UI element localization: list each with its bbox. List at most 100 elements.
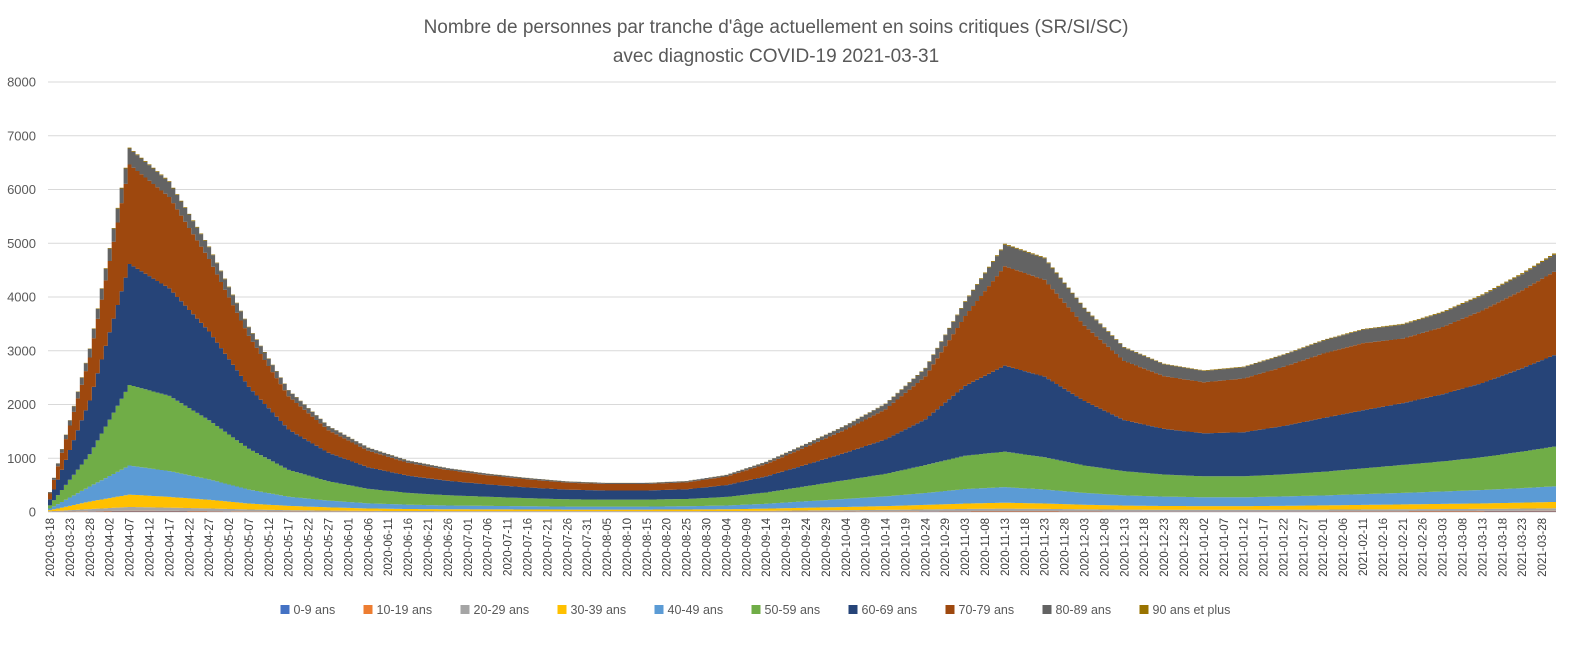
- x-tick-label: 2020-05-17: [284, 518, 296, 577]
- legend-label: 0-9 ans: [294, 603, 336, 617]
- x-axis: 2020-03-18 2020-03-23 2020-03-28 2020-04-02…: [45, 517, 1549, 576]
- x-tick-label: 2020-04-07: [125, 518, 137, 577]
- x-tick-label: 2020-03-28: [85, 518, 97, 577]
- x-tick-label: 2020-09-24: [801, 517, 813, 576]
- legend-swatch: [363, 605, 373, 614]
- x-tick-label: 2020-11-28: [1060, 518, 1072, 576]
- legend-item: 10-19 ans: [363, 603, 432, 617]
- x-tick-label: 2020-10-09: [861, 518, 873, 577]
- legend-label: 80-89 ans: [1056, 603, 1112, 617]
- x-tick-label: 2020-06-01: [343, 518, 355, 577]
- legend-item: 60-69 ans: [848, 603, 918, 617]
- y-tick-label: 3000: [7, 343, 36, 358]
- series-area-0-9-ans: [48, 511, 1556, 512]
- x-tick-label: 2020-06-11: [383, 518, 395, 576]
- x-tick-label: 2021-01-27: [1298, 518, 1310, 577]
- chart-title: Nombre de personnes par tranche d'âge ac…: [424, 17, 1129, 38]
- x-tick-label: 2020-07-11: [503, 518, 515, 576]
- x-tick-label: 2020-08-30: [702, 518, 714, 577]
- x-tick-label: 2020-03-18: [45, 518, 57, 577]
- x-tick-label: 2020-10-24: [920, 517, 932, 576]
- x-tick-label: 2020-07-16: [522, 518, 534, 577]
- series-area-50-59-ans: [48, 384, 1556, 509]
- x-tick-label: 2021-03-18: [1497, 518, 1509, 577]
- x-tick-label: 2021-01-02: [1199, 518, 1211, 577]
- x-tick-label: 2020-07-31: [582, 518, 594, 577]
- series-area-70-79-ans: [48, 164, 1556, 500]
- x-tick-label: 2021-03-08: [1458, 518, 1470, 577]
- x-tick-label: 2021-01-12: [1239, 518, 1251, 577]
- x-tick-label: 2020-08-20: [662, 518, 674, 577]
- x-tick-label: 2020-07-06: [483, 518, 495, 577]
- legend-label: 20-29 ans: [474, 603, 530, 617]
- x-tick-label: 2021-01-07: [1219, 518, 1231, 577]
- series-area-60-69-ans: [48, 264, 1556, 506]
- legend-swatch: [557, 605, 567, 614]
- x-tick-label: 2021-02-01: [1318, 518, 1330, 577]
- legend-label: 90 ans et plus: [1153, 603, 1231, 617]
- x-tick-label: 2020-04-02: [105, 518, 117, 577]
- y-tick-label: 2000: [7, 397, 36, 412]
- legend-item: 90 ans et plus: [1139, 603, 1231, 617]
- legend-label: 60-69 ans: [862, 603, 918, 617]
- plot-area: [48, 147, 1556, 512]
- x-tick-label: 2020-05-22: [304, 518, 316, 577]
- x-tick-label: 2020-09-14: [761, 517, 773, 576]
- x-tick-label: 2021-01-17: [1259, 518, 1271, 577]
- legend-item: 40-49 ans: [654, 603, 724, 617]
- x-tick-label: 2020-11-03: [960, 518, 972, 576]
- x-tick-label: 2020-11-18: [1020, 518, 1032, 576]
- x-tick-label: 2020-11-08: [980, 518, 992, 576]
- legend-item: 80-89 ans: [1042, 603, 1112, 617]
- x-tick-label: 2021-03-13: [1477, 518, 1489, 577]
- x-tick-label: 2020-04-12: [144, 518, 156, 577]
- series-area-30-39-ans: [48, 494, 1556, 512]
- chart-subtitle: avec diagnostic COVID-19 2021-03-31: [613, 46, 939, 67]
- x-tick-label: 2020-12-18: [1139, 518, 1151, 577]
- x-tick-label: 2020-11-23: [1040, 518, 1052, 576]
- y-tick-label: 8000: [7, 75, 36, 90]
- x-tick-label: 2020-06-06: [363, 518, 375, 577]
- legend-swatch: [280, 605, 290, 614]
- x-tick-label: 2020-08-25: [682, 518, 694, 577]
- y-tick-label: 5000: [7, 236, 36, 251]
- series-area-10-19-ans: [48, 510, 1556, 512]
- x-tick-label: 2020-07-01: [463, 518, 475, 577]
- legend-item: 0-9 ans: [280, 603, 336, 617]
- x-tick-label: 2021-02-06: [1338, 518, 1350, 577]
- x-tick-label: 2021-02-21: [1398, 518, 1410, 577]
- series-area-20-29-ans: [48, 506, 1556, 512]
- x-tick-label: 2020-08-05: [602, 518, 614, 577]
- legend-item: 30-39 ans: [557, 603, 626, 617]
- legend-label: 40-49 ans: [668, 603, 724, 617]
- x-tick-label: 2020-05-07: [244, 518, 256, 577]
- x-tick-label: 2020-05-02: [224, 518, 236, 577]
- x-tick-label: 2020-06-21: [423, 518, 435, 577]
- x-tick-label: 2020-12-03: [1080, 518, 1092, 577]
- y-tick-label: 4000: [7, 290, 36, 305]
- x-tick-label: 2020-12-28: [1179, 518, 1191, 577]
- y-tick-label: 0: [29, 505, 36, 520]
- x-tick-label: 2020-09-29: [821, 518, 833, 577]
- legend-swatch: [1139, 605, 1149, 614]
- x-tick-label: 2021-01-22: [1278, 518, 1290, 577]
- x-tick-label: 2020-08-10: [622, 518, 634, 577]
- x-tick-label: 2020-07-21: [542, 518, 554, 577]
- x-tick-label: 2020-06-26: [443, 518, 455, 577]
- y-tick-label: 7000: [7, 128, 36, 143]
- x-tick-label: 2021-03-28: [1537, 518, 1549, 577]
- x-tick-label: 2020-10-19: [900, 518, 912, 577]
- x-tick-label: 2020-10-04: [841, 517, 853, 576]
- y-axis: 0 1000 2000 3000 4000 5000 6000 7000 8000: [7, 75, 36, 520]
- x-tick-label: 2021-02-26: [1418, 518, 1430, 577]
- x-tick-label: 2020-07-26: [562, 518, 574, 577]
- legend-swatch: [751, 605, 761, 614]
- x-tick-label: 2020-12-08: [1099, 518, 1111, 577]
- legend-label: 50-59 ans: [765, 603, 821, 617]
- x-tick-label: 2020-09-19: [781, 518, 793, 577]
- x-tick-label: 2020-12-23: [1159, 518, 1171, 577]
- x-tick-label: 2020-12-13: [1119, 518, 1131, 577]
- x-tick-label: 2020-10-14: [881, 517, 893, 576]
- legend-item: 50-59 ans: [751, 603, 821, 617]
